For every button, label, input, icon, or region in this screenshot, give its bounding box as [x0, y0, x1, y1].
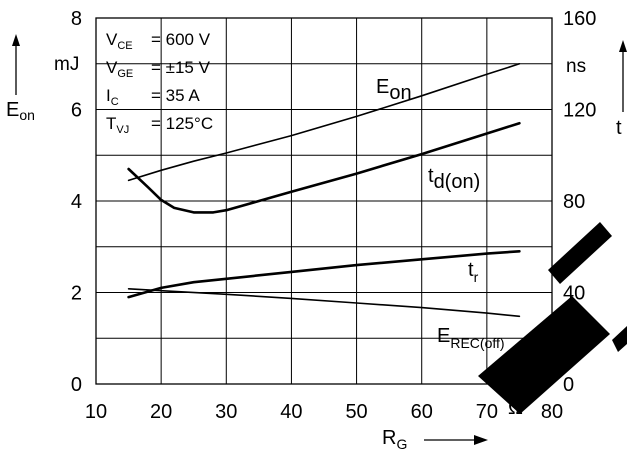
label-e-rec-off-main: E [437, 325, 450, 347]
label-e-rec-off: EREC(off) [437, 325, 505, 351]
label-td-on-main: t [428, 165, 434, 187]
x-tick-label: 60 [411, 401, 433, 423]
label-e-rec-off-sub: REC(off) [450, 335, 504, 351]
x-tick-label: 80 [541, 401, 563, 423]
watermark-shape-1 [478, 296, 610, 414]
right-axis-unit: ns [566, 56, 586, 77]
left-tick-labels: 0 2 4 6 8 [71, 8, 82, 396]
left-axis-label-sub: on [19, 107, 35, 123]
label-td-on: td(on) [428, 165, 480, 193]
label-e-on: Eon [376, 76, 412, 104]
condition-line: TVJ = 125°C [106, 114, 213, 136]
series-lines [127, 62, 521, 318]
condition-line: VGE = ±15 V [106, 58, 211, 80]
x-axis-arrow-head [474, 435, 488, 445]
label-tr-sub: r [474, 269, 479, 285]
right-axis-label-text: t [616, 117, 622, 139]
watermark-shape-2 [548, 222, 612, 284]
condition-subscript: GE [117, 68, 133, 80]
right-tick-label: 80 [563, 191, 585, 213]
right-axis-label: t [616, 40, 627, 139]
condition-line: VCE = 600 V [106, 30, 211, 52]
x-tick-label: 10 [85, 401, 107, 423]
label-td-on-sub: d(on) [434, 171, 481, 193]
left-axis-label-main: E [6, 99, 19, 121]
watermark [478, 222, 627, 414]
x-tick-labels: 10 20 30 40 50 60 70 80 [85, 401, 563, 423]
x-axis-label-main: R [382, 427, 396, 449]
condition-value: = ±15 V [151, 58, 211, 77]
series-line-tr [127, 250, 521, 299]
x-tick-label: 40 [280, 401, 302, 423]
x-tick-label: 30 [215, 401, 237, 423]
x-tick-label: 70 [476, 401, 498, 423]
condition-symbol: I [106, 86, 111, 105]
left-tick-label: 8 [71, 8, 82, 30]
watermark-shape-3 [612, 326, 627, 352]
svg-text:RG: RG [382, 427, 407, 452]
condition-symbol: V [106, 30, 118, 49]
x-axis-label: RG [382, 427, 488, 452]
label-e-on-main: E [376, 76, 389, 98]
left-axis-label: Eon [6, 34, 35, 123]
left-axis-unit: mJ [54, 54, 79, 75]
left-tick-label: 4 [71, 191, 82, 213]
right-tick-label: 0 [563, 374, 574, 396]
left-tick-label: 6 [71, 100, 82, 122]
condition-value: = 600 V [151, 30, 211, 49]
series-line-eon [127, 62, 521, 182]
label-tr-main: t [468, 259, 474, 281]
condition-symbol: T [106, 114, 116, 133]
series-line-td-on- [127, 121, 521, 214]
svg-text:Eon: Eon [6, 99, 35, 123]
condition-subscript: C [111, 96, 119, 108]
right-tick-label: 120 [563, 100, 596, 122]
series-line-erec-off- [127, 287, 521, 318]
left-tick-label: 0 [71, 374, 82, 396]
x-axis-label-sub: G [396, 436, 407, 452]
grid [96, 18, 552, 384]
label-e-on-sub: on [389, 82, 411, 104]
x-tick-label: 50 [345, 401, 367, 423]
x-tick-label: 20 [150, 401, 172, 423]
right-axis-arrow-head [619, 40, 627, 52]
left-tick-label: 2 [71, 283, 82, 305]
condition-line: IC = 35 A [106, 86, 200, 108]
label-tr: tr [468, 259, 479, 285]
right-tick-label: 160 [563, 8, 596, 30]
condition-symbol: V [106, 58, 118, 77]
condition-subscript: VJ [116, 124, 129, 136]
left-axis-arrow-head [12, 34, 20, 46]
condition-value: = 35 A [151, 86, 200, 105]
condition-subscript: CE [117, 40, 132, 52]
condition-value: = 125°C [151, 114, 213, 133]
